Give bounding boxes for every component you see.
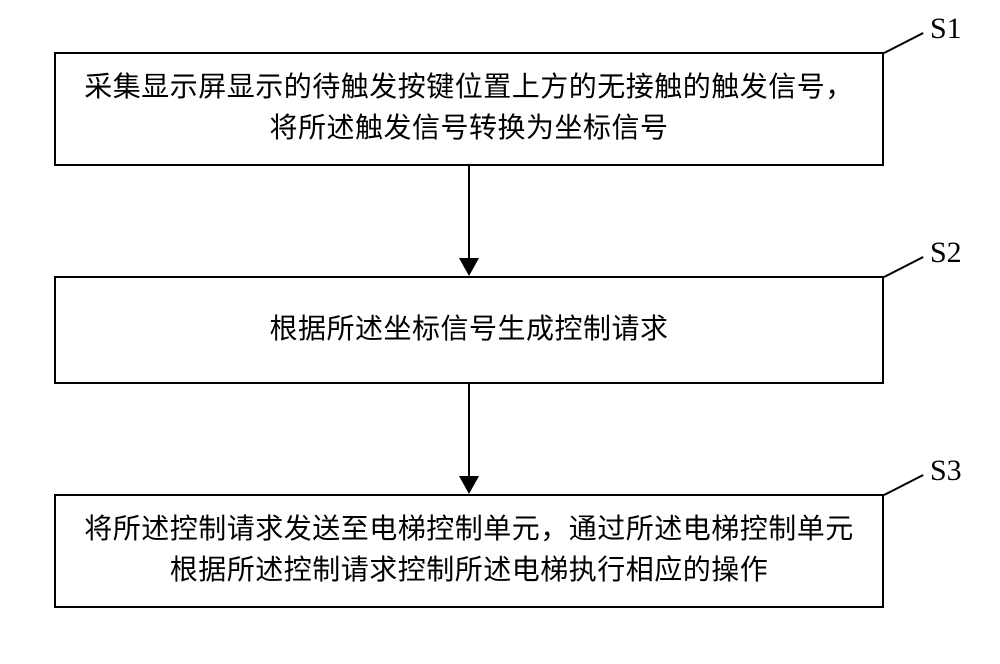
connector-s2-s3 xyxy=(468,384,470,478)
step-text-s1: 采集显示屏显示的待触发按键位置上方的无接触的触发信号，将所述触发信号转换为坐标信… xyxy=(76,68,862,149)
leader-line-s2 xyxy=(884,256,924,278)
connector-s1-s2 xyxy=(468,166,470,260)
step-text-s2: 根据所述坐标信号生成控制请求 xyxy=(269,310,668,351)
step-box-s3: 将所述控制请求发送至电梯控制单元，通过所述电梯控制单元根据所述控制请求控制所述电… xyxy=(54,494,884,608)
arrow-head-s1-s2 xyxy=(459,258,479,276)
step-label-s2: S2 xyxy=(930,236,962,270)
step-label-s3: S3 xyxy=(930,454,962,488)
flowchart-canvas: 采集显示屏显示的待触发按键位置上方的无接触的触发信号，将所述触发信号转换为坐标信… xyxy=(0,0,1000,664)
leader-line-s3 xyxy=(884,474,924,496)
step-box-s2: 根据所述坐标信号生成控制请求 xyxy=(54,276,884,384)
arrow-head-s2-s3 xyxy=(459,476,479,494)
leader-line-s1 xyxy=(884,32,924,54)
step-box-s1: 采集显示屏显示的待触发按键位置上方的无接触的触发信号，将所述触发信号转换为坐标信… xyxy=(54,52,884,166)
step-text-s3: 将所述控制请求发送至电梯控制单元，通过所述电梯控制单元根据所述控制请求控制所述电… xyxy=(76,510,862,591)
step-label-s1: S1 xyxy=(930,12,962,46)
